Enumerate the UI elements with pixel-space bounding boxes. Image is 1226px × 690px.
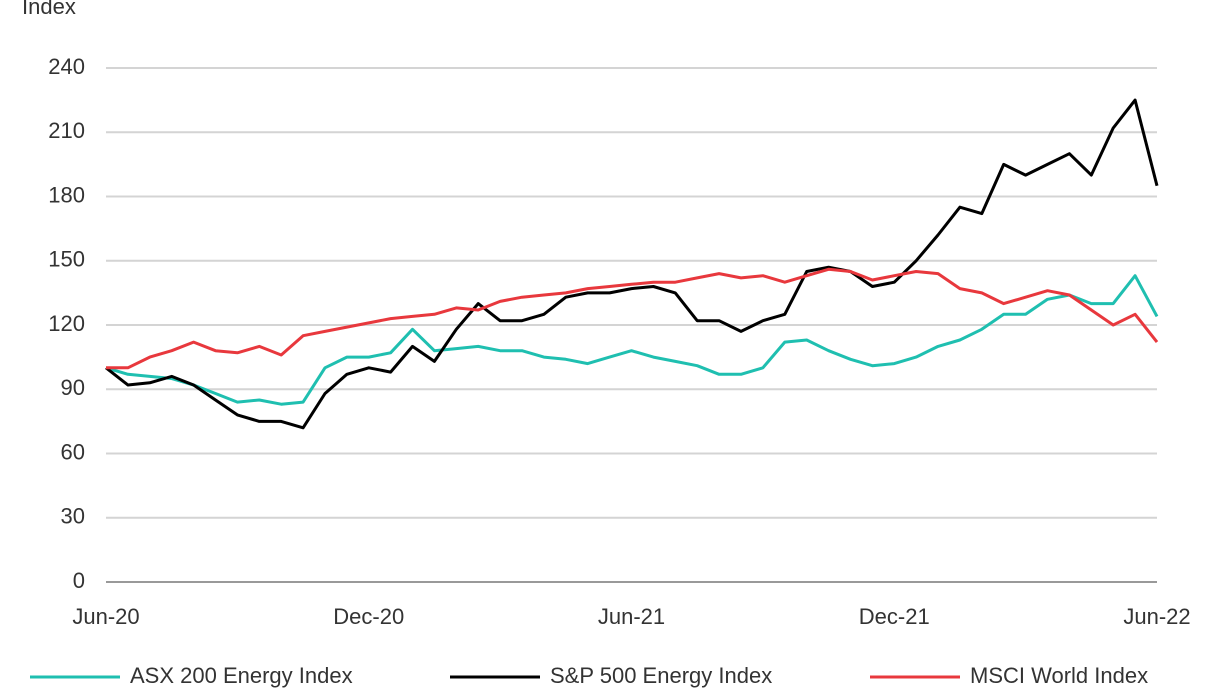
x-tick-label: Dec-20 xyxy=(333,604,404,629)
y-tick-label: 0 xyxy=(73,568,85,593)
series-line xyxy=(105,274,1159,406)
y-tick-label: 180 xyxy=(48,182,85,207)
legend-label: MSCI World Index xyxy=(970,663,1148,688)
series-line xyxy=(106,267,1159,370)
y-tick-label: 60 xyxy=(61,439,85,464)
y-tick-label: 150 xyxy=(48,247,85,272)
legend-label: ASX 200 Energy Index xyxy=(130,663,353,688)
x-tick-label: Dec-21 xyxy=(859,604,930,629)
y-tick-label: 30 xyxy=(61,504,85,529)
series-line xyxy=(105,98,1159,430)
y-tick-label: 240 xyxy=(48,54,85,79)
legend-label: S&P 500 Energy Index xyxy=(550,663,772,688)
x-tick-label: Jun-21 xyxy=(598,604,665,629)
y-axis-title: Index xyxy=(22,0,76,19)
y-tick-label: 90 xyxy=(61,375,85,400)
y-tick-label: 120 xyxy=(48,311,85,336)
y-tick-label: 210 xyxy=(48,118,85,143)
x-tick-label: Jun-22 xyxy=(1123,604,1190,629)
x-tick-label: Jun-20 xyxy=(72,604,139,629)
